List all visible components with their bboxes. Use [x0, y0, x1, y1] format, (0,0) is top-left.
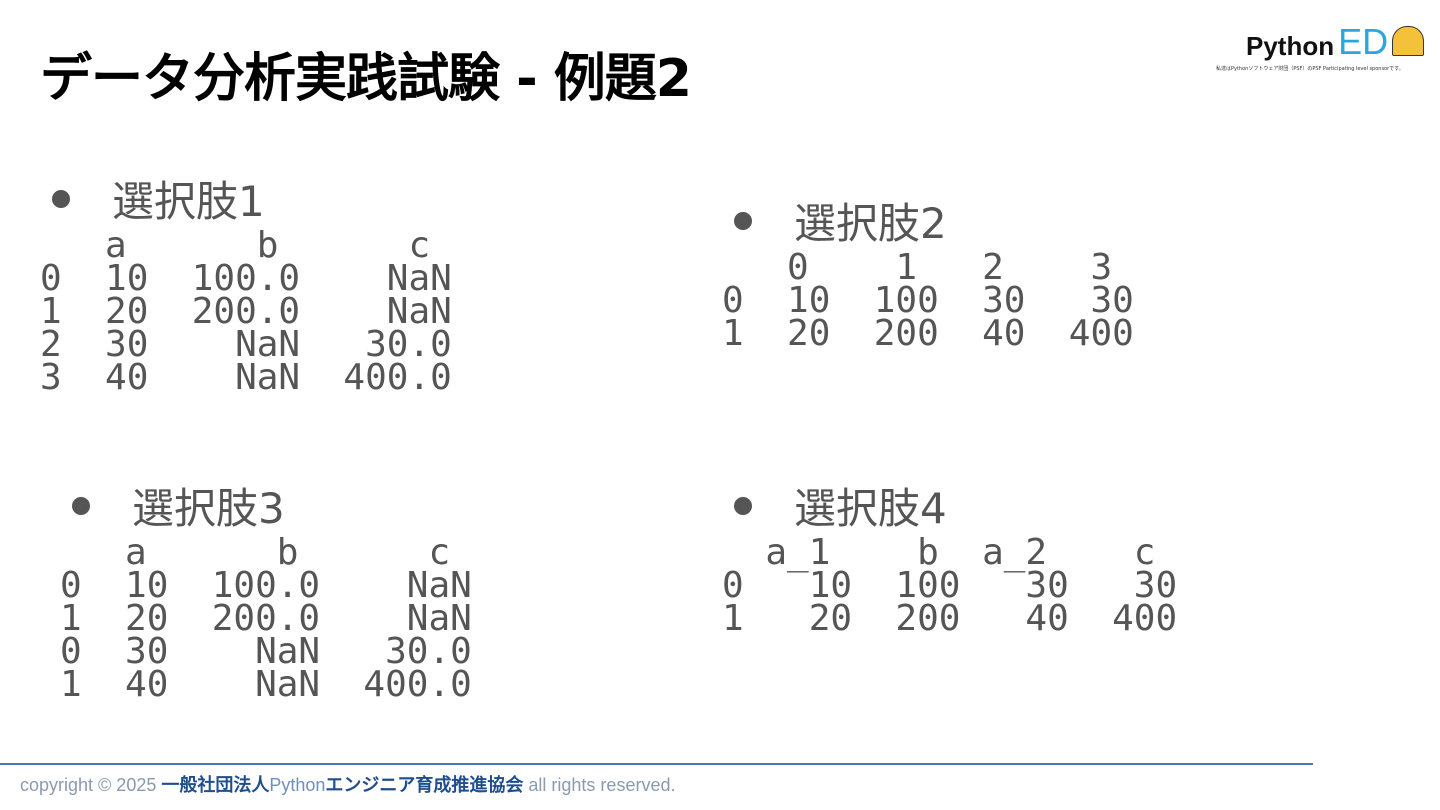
python-ed-logo: Python ED 私達はPythonソフトウェア財団（PSF）のPSF Par…: [1216, 21, 1425, 78]
option-label: 選択肢2: [794, 199, 947, 248]
footer-copyright: copyright © 2025 一般社団法人Pythonエンジニア育成推進協会…: [20, 775, 676, 795]
footer-divider: [0, 763, 1313, 765]
bullet-icon: [734, 496, 752, 515]
logo-tagline: 私達はPythonソフトウェア財団（PSF）のPSF Participating…: [1216, 66, 1404, 72]
option-label: 選択肢1: [112, 177, 265, 226]
option-label: 選択肢3: [132, 484, 285, 533]
bullet-icon: [72, 496, 90, 515]
bullet-icon: [734, 211, 752, 230]
page-title: データ分析実践試験 - 例題2: [40, 49, 692, 109]
logo-ed-text: ED: [1338, 21, 1389, 62]
bullet-icon: [52, 189, 70, 208]
option-label: 選択肢4: [794, 484, 947, 533]
logo-python-text: Python: [1246, 31, 1335, 61]
psf-badge-icon: [1392, 26, 1425, 56]
